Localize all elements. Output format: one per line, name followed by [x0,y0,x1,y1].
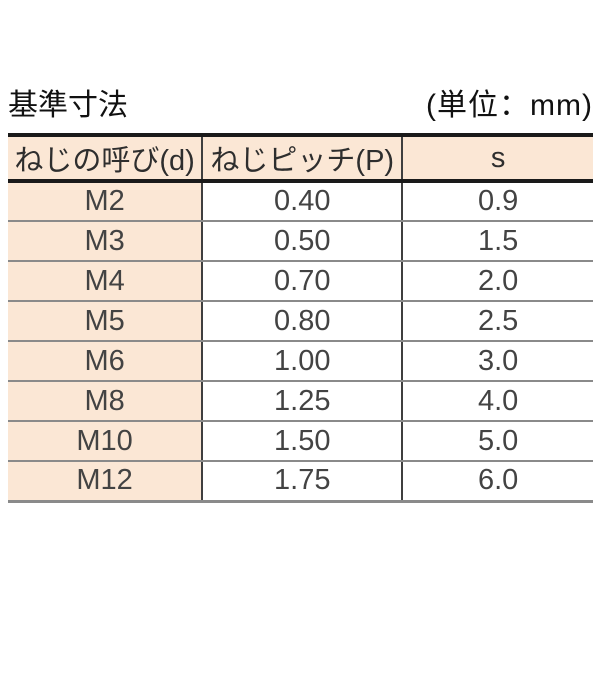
cell-s: 2.5 [401,301,593,342]
cell-d: M5 [8,301,203,342]
col-header-thread-pitch: ねじピッチ(P) [201,135,403,183]
cell-s: 0.9 [401,181,593,222]
title-row: 基準寸法 (単位：mm) [8,88,593,124]
cell-d: M6 [8,341,203,382]
cell-p: 0.70 [201,261,403,302]
table-row: M6 1.00 3.0 [8,341,593,382]
table-row: M4 0.70 2.0 [8,261,593,302]
cell-s: 3.0 [401,341,593,382]
table-row: M2 0.40 0.9 [8,181,593,222]
cell-p: 1.00 [201,341,403,382]
col-header-s: s [401,135,593,183]
col-header-thread-size: ねじの呼び(d) [8,135,203,183]
table-row: M3 0.50 1.5 [8,221,593,262]
cell-p: 1.75 [201,461,403,502]
unit-label: (単位：mm) [426,89,593,122]
page: 基準寸法 (単位：mm) ねじの呼び(d) ねじピッチ(P) s M2 0.40… [0,88,600,503]
cell-d: M4 [8,261,203,302]
cell-p: 1.50 [201,421,403,462]
page-title: 基準寸法 [8,89,128,122]
cell-s: 5.0 [401,421,593,462]
cell-d: M10 [8,421,203,462]
cell-s: 1.5 [401,221,593,262]
cell-d: M3 [8,221,203,262]
cell-p: 0.80 [201,301,403,342]
cell-s: 6.0 [401,461,593,502]
dimension-spec-table: ねじの呼び(d) ねじピッチ(P) s M2 0.40 0.9 M3 0.50 … [8,133,593,503]
cell-p: 0.40 [201,181,403,222]
cell-s: 2.0 [401,261,593,302]
table-row: M10 1.50 5.0 [8,421,593,462]
table-row: M5 0.80 2.5 [8,301,593,342]
table-row: M12 1.75 6.0 [8,461,593,502]
table-header-row: ねじの呼び(d) ねじピッチ(P) s [8,135,593,183]
cell-d: M12 [8,461,203,502]
cell-d: M8 [8,381,203,422]
cell-p: 1.25 [201,381,403,422]
cell-d: M2 [8,181,203,222]
cell-p: 0.50 [201,221,403,262]
cell-s: 4.0 [401,381,593,422]
table-row: M8 1.25 4.0 [8,381,593,422]
